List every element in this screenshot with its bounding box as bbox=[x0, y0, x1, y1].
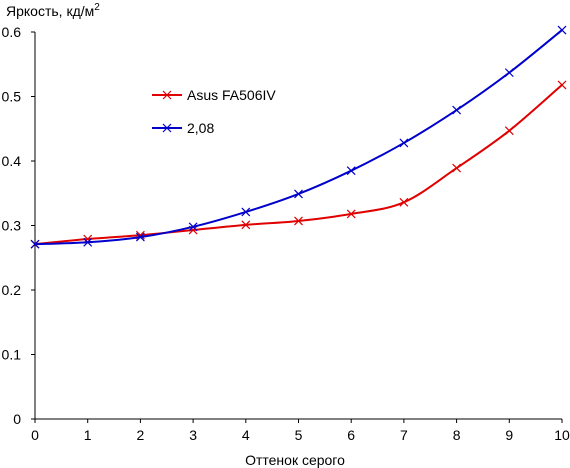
y-tick-label: 0.1 bbox=[2, 347, 22, 363]
y-axis-title-superscript: 2 bbox=[94, 2, 100, 13]
x-tick-label: 5 bbox=[295, 427, 303, 443]
y-tick-label: 0.6 bbox=[2, 24, 22, 40]
legend: Asus FA506IV 2,08 bbox=[152, 87, 276, 136]
data-point bbox=[294, 189, 303, 199]
x-tick-label: 2 bbox=[137, 427, 145, 443]
legend-label: Asus FA506IV bbox=[187, 87, 276, 103]
x-axis-title: Оттенок серого bbox=[245, 452, 345, 468]
data-point bbox=[135, 232, 145, 242]
data-point bbox=[294, 216, 303, 226]
x-tick-label: 3 bbox=[189, 427, 197, 443]
x-tick-label: 6 bbox=[347, 427, 355, 443]
x-tick-label: 4 bbox=[242, 427, 250, 443]
y-axis-ticks: 0 0.1 0.2 0.3 0.4 0.5 0.6 bbox=[2, 24, 35, 427]
data-point bbox=[241, 207, 251, 217]
series-group bbox=[30, 25, 567, 249]
y-tick-label: 0 bbox=[13, 411, 21, 427]
y-tick-label: 0.5 bbox=[2, 89, 22, 105]
axes bbox=[34, 32, 562, 420]
x-tick-label: 10 bbox=[554, 427, 570, 443]
x-tick-label: 7 bbox=[400, 427, 408, 443]
data-point bbox=[504, 68, 514, 78]
series-1 bbox=[30, 25, 567, 249]
legend-label: 2,08 bbox=[187, 120, 214, 136]
data-point bbox=[83, 237, 93, 247]
legend-swatch-marker bbox=[162, 90, 172, 100]
series-line bbox=[34, 29, 563, 246]
x-tick-label: 1 bbox=[84, 427, 92, 443]
data-point bbox=[452, 163, 462, 173]
legend-item-0: Asus FA506IV bbox=[152, 87, 276, 103]
legend-swatch-marker bbox=[162, 123, 172, 133]
data-point bbox=[30, 239, 40, 249]
series-0 bbox=[30, 80, 567, 249]
data-point bbox=[346, 166, 356, 176]
data-point bbox=[188, 222, 198, 232]
y-axis-title-text: Яркость, кд/м bbox=[6, 3, 94, 19]
data-point bbox=[452, 105, 462, 115]
x-tick-label: 8 bbox=[453, 427, 461, 443]
x-tick-label: 0 bbox=[31, 427, 39, 443]
legend-item-1: 2,08 bbox=[152, 120, 214, 136]
data-point bbox=[557, 25, 567, 35]
x-axis-ticks: 0 1 2 3 4 5 6 7 8 9 10 bbox=[31, 419, 570, 443]
data-point bbox=[399, 138, 409, 148]
y-tick-label: 0.3 bbox=[2, 218, 22, 234]
y-tick-label: 0.2 bbox=[2, 282, 22, 298]
data-point bbox=[399, 197, 409, 207]
y-axis-title: Яркость, кд/м2 bbox=[6, 2, 100, 19]
data-point bbox=[241, 220, 251, 230]
data-point bbox=[557, 80, 567, 90]
data-point bbox=[504, 126, 514, 136]
x-tick-label: 9 bbox=[505, 427, 513, 443]
data-point bbox=[346, 209, 356, 219]
y-tick-label: 0.4 bbox=[2, 153, 22, 169]
